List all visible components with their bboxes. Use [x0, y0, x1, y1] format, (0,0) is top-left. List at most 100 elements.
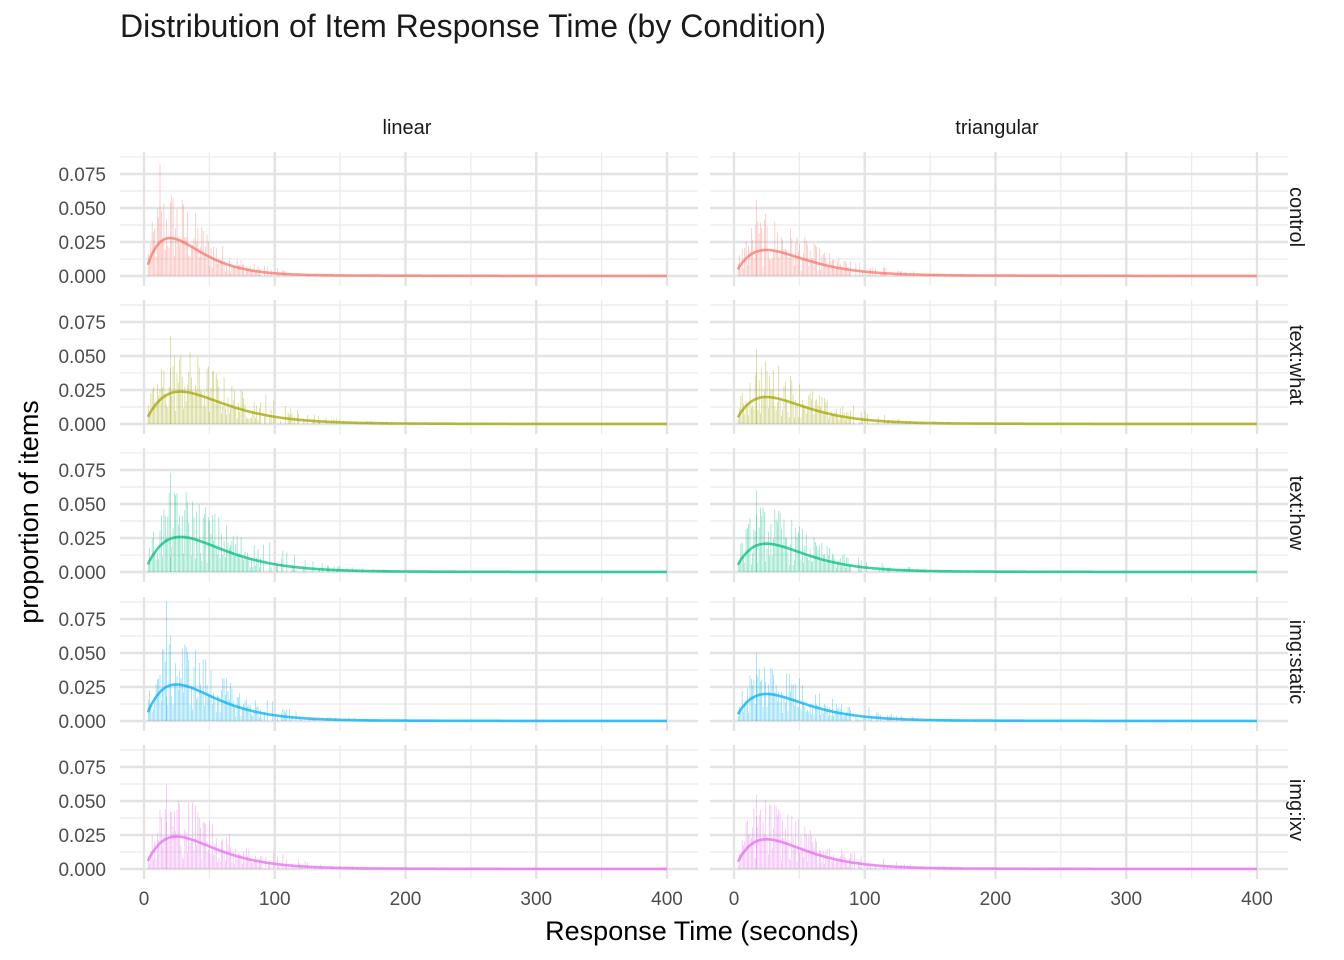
row-strip-label: text:how	[1285, 476, 1307, 551]
histogram-bar	[200, 827, 201, 869]
histogram-bar	[197, 538, 199, 572]
histogram-bar	[235, 407, 237, 424]
histogram-bar	[206, 562, 208, 572]
histogram-bar	[194, 213, 196, 276]
histogram-bar	[822, 712, 824, 721]
histogram-bar	[154, 401, 156, 424]
histogram-bar	[194, 384, 196, 424]
histogram-bar	[214, 698, 216, 721]
histogram-bar	[790, 544, 791, 572]
histogram-bar	[770, 805, 772, 869]
histogram-bar	[153, 531, 154, 572]
histogram-bar	[740, 268, 742, 276]
histogram-bar	[816, 247, 817, 276]
histogram-bar	[257, 865, 259, 869]
histogram-bar	[771, 389, 773, 424]
histogram-bar	[893, 423, 895, 424]
histogram-bar	[839, 558, 841, 572]
histogram-bar	[226, 525, 227, 572]
histogram-bar	[183, 692, 184, 721]
histogram-bar	[232, 400, 234, 424]
histogram-bar	[777, 701, 778, 721]
histogram-bar	[816, 704, 817, 721]
histogram-bar	[778, 510, 780, 572]
histogram-bar	[277, 856, 278, 869]
histogram-bar	[849, 272, 850, 276]
histogram-bar	[784, 381, 786, 424]
histogram-bar	[883, 858, 884, 869]
histogram-bar	[206, 852, 208, 869]
histogram-bar	[764, 390, 765, 424]
histogram-bar	[807, 861, 808, 869]
histogram-bar	[784, 248, 786, 276]
histogram-bar	[817, 404, 819, 424]
histogram-bar	[770, 259, 772, 276]
histogram-bar	[194, 558, 196, 572]
histogram-bar	[820, 714, 821, 721]
histogram-bar	[803, 562, 804, 572]
histogram-bar	[743, 268, 744, 276]
histogram-bar	[175, 495, 176, 572]
histogram-bar	[240, 715, 242, 721]
histogram-bar	[748, 834, 749, 869]
histogram-bar	[864, 411, 866, 424]
histogram-bar	[340, 571, 341, 572]
histogram-bar	[200, 247, 201, 276]
facet-panel	[120, 152, 698, 286]
histogram-bar	[872, 423, 874, 424]
histogram-bar	[750, 564, 752, 572]
histogram-bar	[769, 691, 770, 721]
histogram-bar	[249, 567, 251, 572]
histogram-bar	[221, 413, 222, 424]
histogram-bar	[849, 565, 850, 572]
histogram-bar	[826, 546, 828, 572]
histogram-bar	[209, 820, 210, 869]
histogram-bar	[228, 699, 230, 721]
histogram-bar	[807, 405, 808, 424]
histogram-bar	[786, 400, 787, 424]
histogram-bar	[155, 560, 157, 572]
histogram-bar	[196, 845, 197, 869]
histogram-bar	[183, 553, 184, 572]
histogram-bar	[832, 413, 833, 424]
histogram-bar	[189, 705, 191, 721]
histogram-bar	[778, 809, 780, 869]
histogram-bar	[795, 399, 797, 424]
y-tick-label: 0.050	[58, 495, 106, 516]
histogram-bar	[839, 263, 841, 276]
histogram-bar	[747, 820, 748, 869]
histogram-bar	[153, 858, 154, 869]
histogram-bar	[272, 701, 273, 721]
histogram-bar	[749, 518, 751, 572]
histogram-bar	[180, 538, 182, 572]
histogram-bar	[753, 529, 755, 572]
histogram-bar	[826, 848, 828, 869]
histogram-bar	[211, 267, 213, 276]
histogram-bar	[754, 857, 756, 869]
histogram-bar	[838, 861, 840, 869]
y-tick-label: 0.050	[58, 199, 106, 220]
density-curve	[146, 390, 667, 426]
y-tick-label: 0.075	[58, 610, 106, 631]
histogram-bar	[779, 254, 781, 276]
histogram-bar	[192, 802, 193, 869]
histogram-bar	[242, 708, 243, 721]
histogram-bar	[227, 844, 229, 869]
histogram-bar	[230, 682, 231, 721]
histogram-bar	[162, 387, 163, 424]
histogram-bar	[251, 557, 252, 572]
histogram-bar	[176, 809, 178, 869]
histogram-bar	[753, 258, 755, 276]
histogram-bar	[788, 258, 790, 276]
histogram-bar	[285, 406, 286, 424]
histogram-bar	[829, 547, 831, 572]
histogram-bar	[255, 855, 256, 869]
histogram-bar	[847, 267, 849, 276]
histogram-bar	[219, 259, 221, 276]
y-tick-label: 0.050	[58, 792, 106, 813]
histogram-bar	[240, 537, 242, 572]
histogram-bar	[754, 531, 756, 572]
histogram-bar	[157, 834, 158, 869]
histogram-bar	[290, 408, 292, 424]
histogram-bar	[201, 560, 203, 572]
